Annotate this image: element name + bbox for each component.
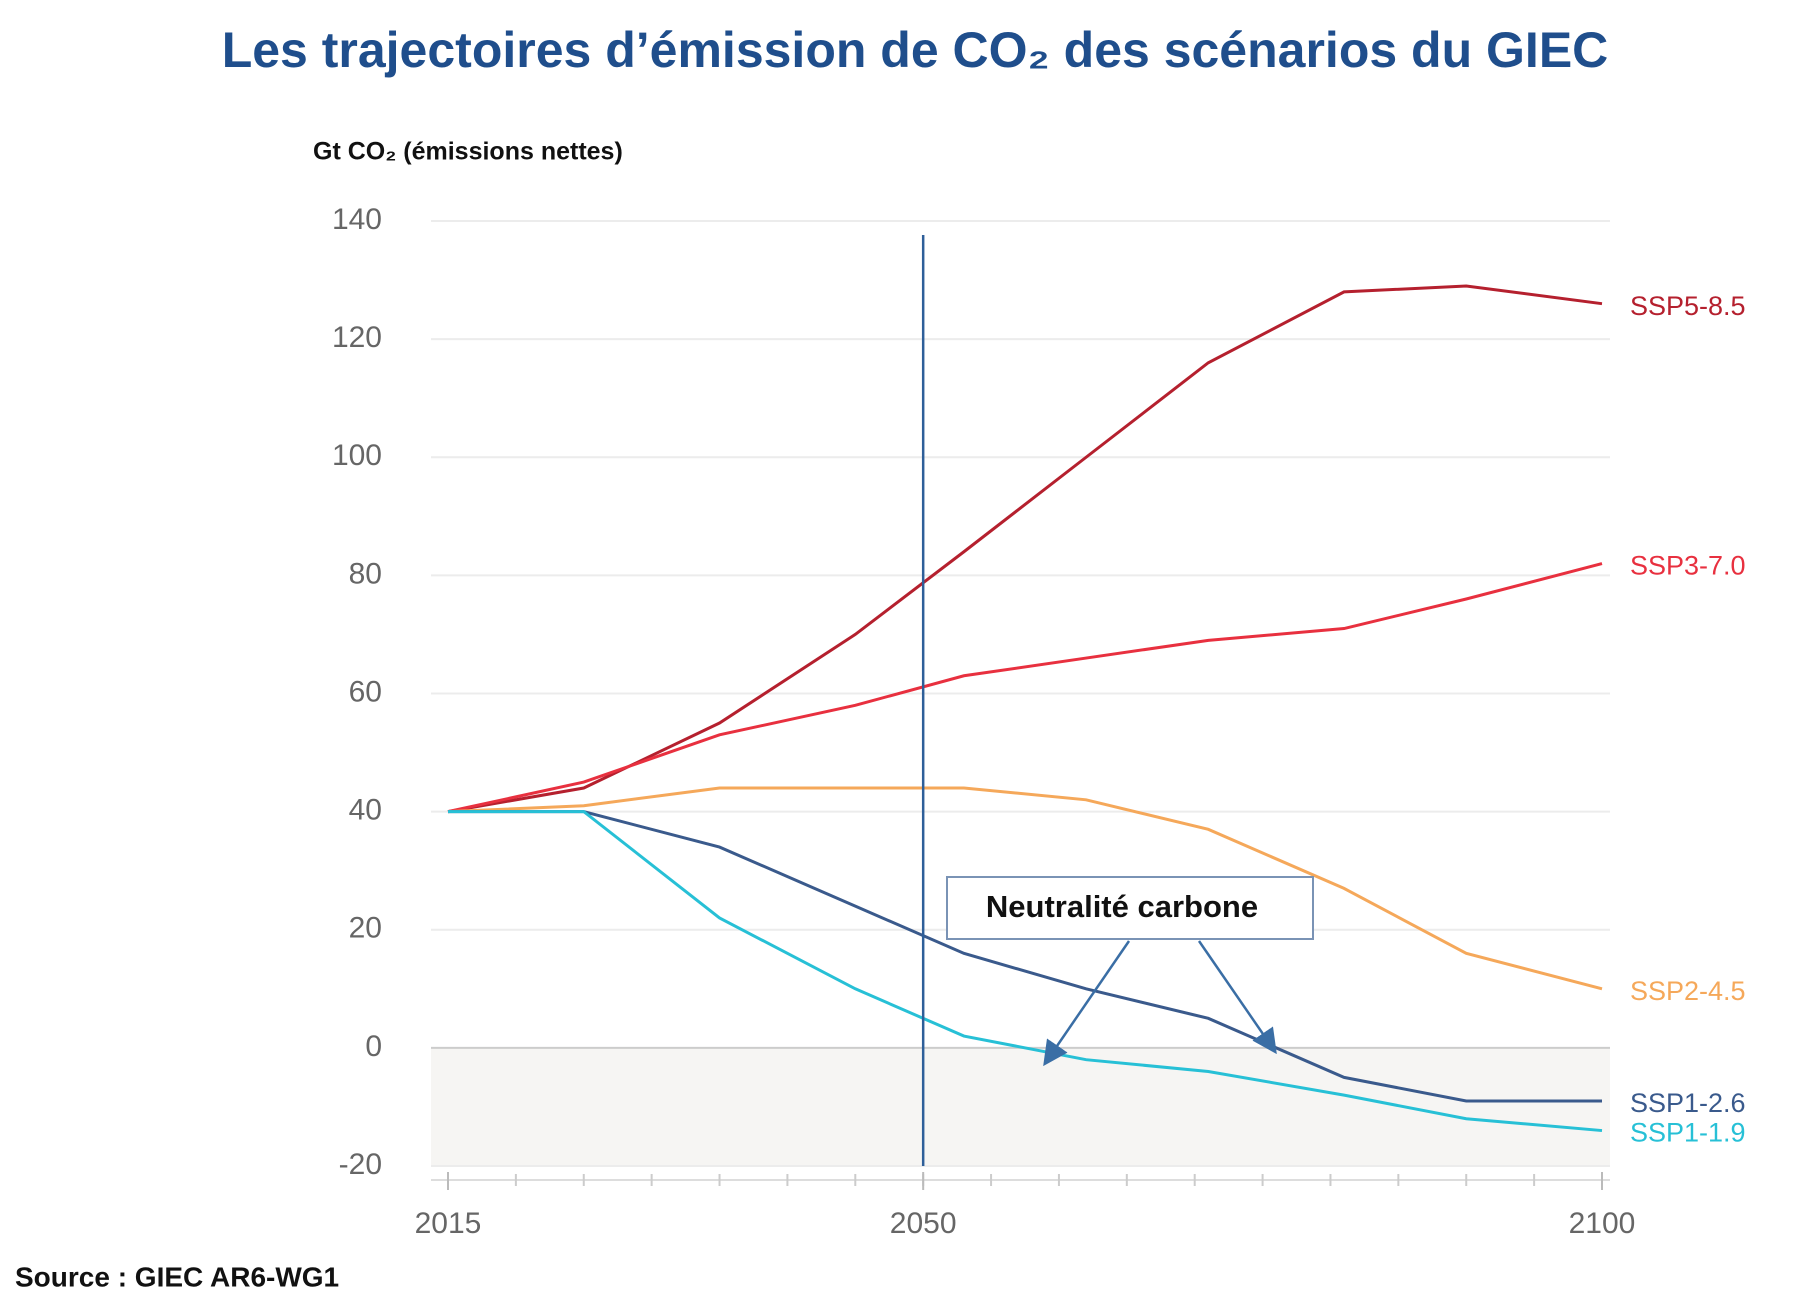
source: Source : GIEC AR6-WG1 bbox=[15, 1261, 339, 1292]
y-tick-label: 100 bbox=[332, 439, 382, 472]
series-line bbox=[448, 810, 1603, 1133]
series-label: SSP1-2.6 bbox=[1630, 1088, 1746, 1118]
series-label: SSP5-8.5 bbox=[1630, 291, 1746, 321]
series-line bbox=[447, 562, 1603, 814]
y-axis-label: Gt CO₂ (émissions nettes) bbox=[313, 138, 623, 166]
x-tick-label: 2050 bbox=[890, 1207, 957, 1240]
series-line bbox=[447, 284, 1603, 814]
series-label: SSP3-7.0 bbox=[1630, 551, 1746, 581]
y-tick-label: 80 bbox=[349, 557, 382, 590]
y-tick-label: 140 bbox=[332, 203, 382, 236]
y-tick-label: 60 bbox=[349, 675, 382, 708]
annotation: Neutralité carbone bbox=[986, 889, 1258, 924]
series-line bbox=[448, 810, 1602, 1103]
x-tick-label: 2015 bbox=[415, 1207, 482, 1240]
annotation-arrow bbox=[1197, 940, 1277, 1055]
series-label: SSP1-1.9 bbox=[1630, 1118, 1746, 1148]
y-tick-label: -20 bbox=[339, 1148, 382, 1181]
series-label: SSP2-4.5 bbox=[1630, 976, 1746, 1006]
chart-title: Les trajectoires d’émission de CO₂ des s… bbox=[222, 22, 1609, 78]
y-tick-label: 40 bbox=[349, 794, 382, 827]
y-tick-label: 20 bbox=[349, 912, 382, 945]
annotation-arrow bbox=[1043, 940, 1131, 1067]
annotation-box bbox=[946, 876, 1314, 940]
negative-zone bbox=[431, 1047, 1610, 1166]
x-tick-label: 2100 bbox=[1569, 1207, 1636, 1240]
y-tick-label: 120 bbox=[332, 321, 382, 354]
series-line bbox=[447, 786, 1603, 991]
y-tick-label: 0 bbox=[365, 1030, 382, 1063]
